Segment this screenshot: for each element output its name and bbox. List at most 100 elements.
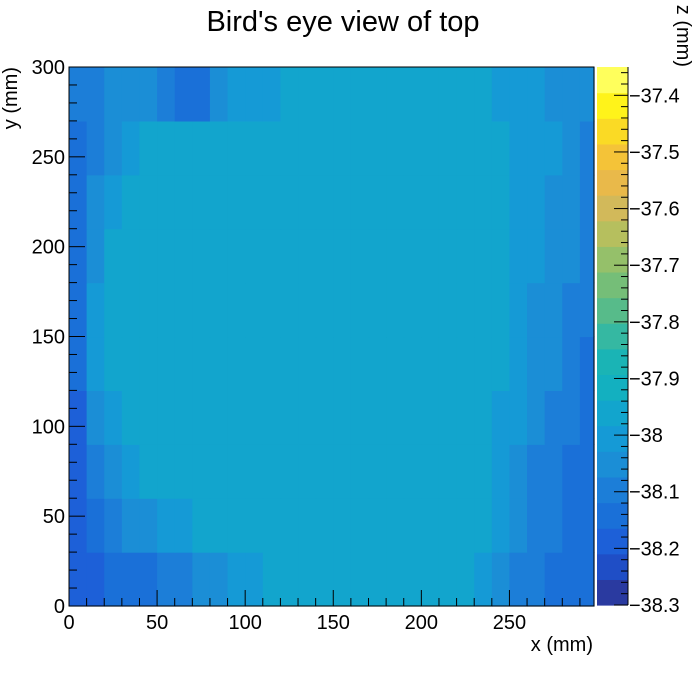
heatmap-cell [509,444,528,499]
heatmap-cell [104,444,123,499]
heatmap-cell [579,498,595,553]
heatmap-cell [527,67,546,122]
heatmap-cell [562,390,581,445]
heatmap-cell [209,120,229,176]
heatmap-cell [86,174,105,230]
heatmap-cell [262,390,282,445]
color-scale-segment [597,271,628,299]
x-tick-label: 0 [63,612,74,634]
heatmap-cell [104,498,123,553]
color-scale-segment [597,400,628,427]
heatmap-cell [509,498,528,553]
heatmap-cell [544,282,563,338]
heatmap-cell [262,336,282,391]
heatmap-cell [315,120,334,176]
heatmap-cell [86,552,105,607]
heatmap-cell [157,336,176,391]
heatmap-cell [421,174,440,230]
heatmap-cell [474,174,493,230]
heatmap-cell [69,174,88,230]
heatmap-cell [104,552,123,607]
heatmap-cell [562,120,581,176]
heatmap-cell [315,552,334,607]
heatmap-cell [386,390,405,445]
z-tick-label: −37.5 [629,142,680,164]
heatmap-cell [262,228,282,284]
heatmap-cell [562,67,581,122]
heatmap-cell [121,120,141,176]
heatmap-cell [227,228,246,284]
heatmap-cell [350,228,370,284]
heatmap-cell [157,498,176,553]
color-scale-segment [597,246,628,273]
heatmap-cell [386,174,405,230]
heatmap-cell [350,552,370,607]
heatmap-cell [280,552,299,607]
heatmap-cell [544,552,563,607]
heatmap-cell [562,444,581,499]
heatmap-cell [474,552,493,607]
heatmap-cell [209,552,229,607]
heatmap-cell [403,444,422,499]
heatmap-cell [192,282,211,338]
color-scale-segment [597,323,628,350]
color-scale-segment [597,451,628,478]
heatmap-cell [438,120,458,176]
y-tick-label: 150 [32,327,65,349]
heatmap-cell [579,444,595,499]
heatmap-cell [527,552,546,607]
heatmap-cell [104,282,123,338]
x-tick-label: 200 [405,612,438,634]
heatmap-cell [509,282,528,338]
heatmap-cell [403,282,422,338]
heatmap-cell [579,67,595,122]
heatmap-cell [509,228,528,284]
y-tick-label: 100 [32,416,65,438]
color-scale-segment [597,348,628,376]
heatmap-cell [456,336,475,391]
heatmap-cell [209,282,229,338]
heatmap-cell [280,228,299,284]
heatmap-cell [527,174,546,230]
heatmap-cell [280,444,299,499]
heatmap-cell [456,174,475,230]
heatmap-cell [69,498,88,553]
heatmap-cell [527,498,546,553]
heatmap-cell [491,552,511,607]
heatmap-cell [192,498,211,553]
heatmap-cell [245,390,264,445]
heatmap-cell [579,174,595,230]
heatmap-cell [139,228,158,284]
heatmap-cell [368,282,387,338]
heatmap-cell [121,444,141,499]
heatmap-cell [474,498,493,553]
heatmap-cell [86,444,105,499]
heatmap-cell [579,390,595,445]
heatmap-cell [491,390,511,445]
heatmap-cell [298,498,317,553]
x-tick-label: 150 [317,612,350,634]
heatmap-cell [227,552,246,607]
heatmap-cell [333,67,352,122]
heatmap-cell [245,336,264,391]
heatmap-cell [69,444,88,499]
heatmap-cell [69,390,88,445]
heatmap-cell [333,444,352,499]
heatmap-cell [174,390,193,445]
heatmap-cell [192,228,211,284]
heatmap-cell [86,120,105,176]
heatmap-cell [69,228,88,284]
heatmap-cell [298,336,317,391]
color-scale-segment [597,118,628,145]
heatmap-cell [174,336,193,391]
heatmap-cell [227,336,246,391]
heatmap-cell [491,120,511,176]
heatmap-cell [227,67,246,122]
heatmap-cell [368,174,387,230]
heatmap-cell [139,174,158,230]
heatmap-cell [315,228,334,284]
heatmap-cell [192,336,211,391]
heatmap-cell [403,67,422,122]
heatmap-cell [192,120,211,176]
heatmap-cell [104,67,123,122]
